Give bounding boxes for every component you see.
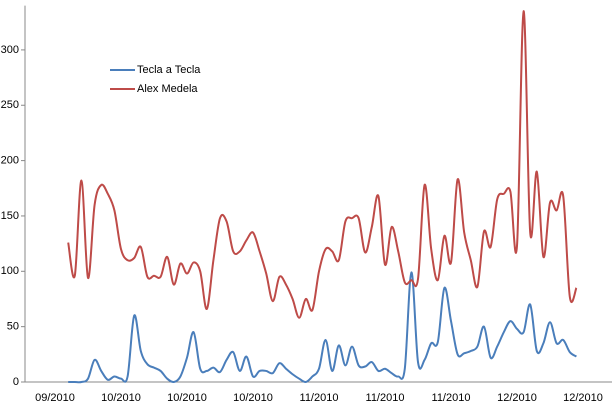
- x-tick-label: 11/2010: [432, 392, 471, 404]
- x-tick-label: 12/2010: [497, 392, 537, 404]
- legend-label: Tecla a Tecla: [137, 64, 201, 76]
- y-tick-label: 50: [7, 321, 19, 333]
- series-line: [68, 271, 577, 384]
- series-line: [67, 10, 578, 319]
- y-tick-label: 0: [13, 376, 19, 388]
- x-tick-label: 10/2010: [101, 392, 141, 404]
- x-tick-label: 10/2010: [233, 392, 273, 404]
- x-tick-label: 09/2010: [35, 392, 75, 404]
- x-tick-label: 11/2010: [300, 392, 339, 404]
- legend-label: Alex Medela: [137, 83, 198, 95]
- y-tick-label: 150: [1, 210, 19, 222]
- y-tick-label: 300: [1, 44, 19, 56]
- y-tick-label: 100: [1, 265, 19, 277]
- x-tick-label: 10/2010: [167, 392, 207, 404]
- y-tick-label: 200: [1, 155, 19, 167]
- x-tick-label: 12/2010: [563, 392, 603, 404]
- x-tick-label: 11/2010: [366, 392, 405, 404]
- y-tick-label: 250: [1, 99, 19, 111]
